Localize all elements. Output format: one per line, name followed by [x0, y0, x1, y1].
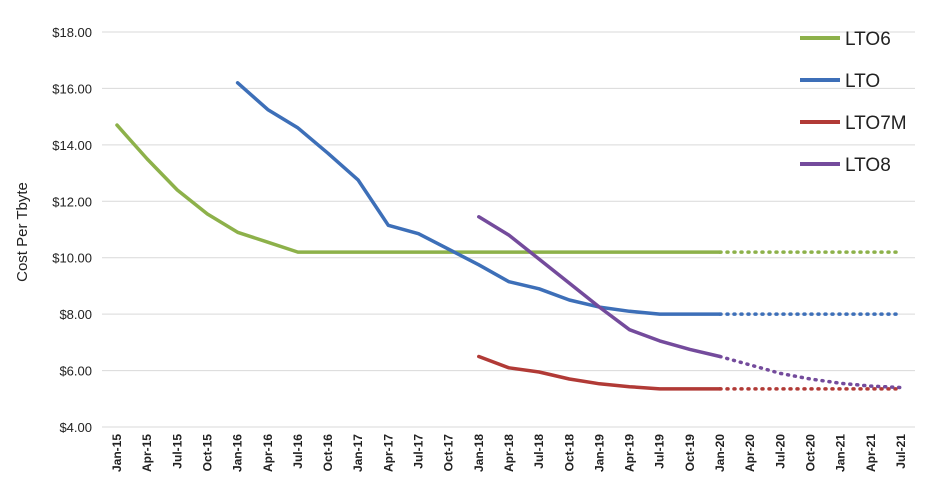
legend-label-lto7m: LTO7M — [845, 113, 907, 134]
y-tick-label: $14.00 — [52, 138, 92, 153]
x-tick-label: Oct-16 — [321, 434, 335, 472]
x-tick-label: Jul-18 — [532, 434, 546, 469]
x-tick-label: Jan-15 — [110, 434, 124, 472]
series-line-lto7m — [477, 354, 722, 391]
x-tick-label: Oct-17 — [442, 434, 456, 472]
x-tick-label: Oct-18 — [562, 434, 576, 472]
x-tick-label: Jan-20 — [713, 434, 727, 472]
x-tick-label: Jan-16 — [231, 434, 245, 472]
series-lines — [115, 81, 903, 391]
x-tick-label: Apr-15 — [140, 434, 154, 472]
series-line-lto — [235, 81, 722, 316]
y-axis: $4.00 $6.00 $8.00 $10.00 $12.00 $14.00 $16.00 $… — [52, 25, 92, 435]
x-tick-label: Apr-19 — [623, 434, 637, 472]
x-tick-label: Apr-20 — [743, 434, 757, 472]
x-tick-label: Jan-21 — [834, 434, 848, 472]
gridlines — [102, 31, 915, 428]
y-tick-label: $12.00 — [52, 194, 92, 209]
x-tick-label: Jul-20 — [773, 434, 787, 469]
y-tick-label: $16.00 — [52, 81, 92, 96]
x-tick-label: Oct-19 — [683, 434, 697, 472]
x-tick-label: Jan-19 — [592, 434, 606, 472]
x-tick-label: Jul-21 — [894, 434, 908, 469]
legend-label-lto8: LTO8 — [845, 155, 891, 176]
x-tick-label: Apr-21 — [864, 434, 878, 472]
x-tick-label: Jan-18 — [472, 434, 486, 472]
y-tick-label: $10.00 — [52, 251, 92, 266]
series-projection-lto8 — [718, 354, 903, 390]
x-tick-label: Apr-16 — [261, 434, 275, 472]
x-tick-label: Oct-15 — [200, 434, 214, 472]
x-axis: Jan-15 Apr-15 Jul-15 Oct-15 Jan-16 Apr-16 Jul-… — [110, 434, 908, 472]
x-tick-label: Jul-19 — [653, 434, 667, 469]
x-tick-label: Jan-17 — [351, 434, 365, 472]
y-tick-label: $4.00 — [59, 420, 92, 435]
x-tick-label: Jul-15 — [170, 434, 184, 469]
y-tick-label: $18.00 — [52, 25, 92, 40]
series-line-lto8 — [477, 215, 722, 359]
y-axis-label: Cost Per Tbyte — [14, 182, 31, 282]
y-tick-label: $8.00 — [59, 307, 92, 322]
x-tick-label: Jul-17 — [412, 434, 426, 469]
x-tick-label: Oct-20 — [803, 434, 817, 472]
legend: LTO6 LTO LTO7M LTO8 — [800, 29, 907, 176]
x-tick-label: Apr-17 — [381, 434, 395, 472]
y-tick-label: $6.00 — [59, 364, 92, 379]
legend-label-lto: LTO — [845, 71, 880, 92]
series-line-lto6 — [115, 123, 722, 254]
x-tick-label: Apr-18 — [502, 434, 516, 472]
legend-label-lto6: LTO6 — [845, 29, 891, 50]
x-tick-label: Jul-16 — [291, 434, 305, 469]
